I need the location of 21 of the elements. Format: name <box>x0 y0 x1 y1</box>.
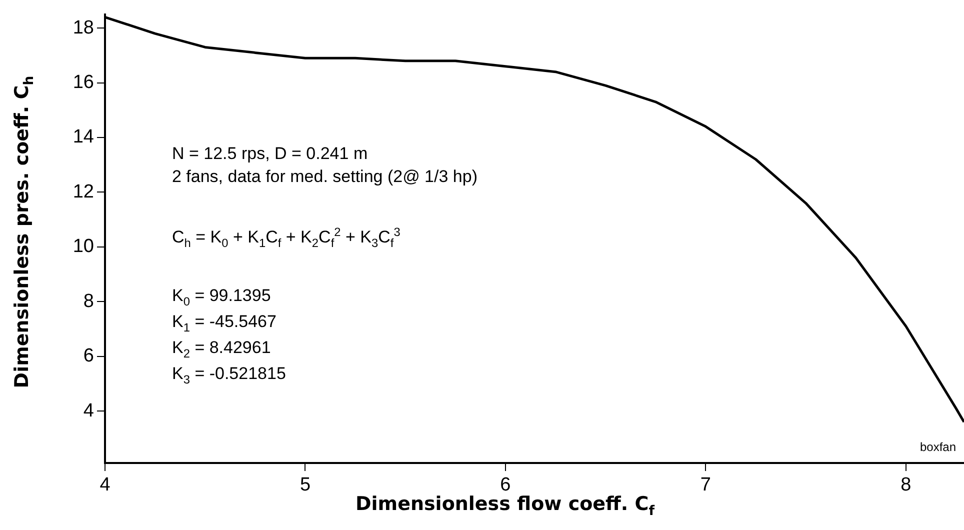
y-tick-label: 16 <box>72 72 94 94</box>
annotation: K$_{3}$ = -0.521815 <box>172 364 286 386</box>
y-tick-label: 10 <box>72 236 94 258</box>
annotation: K$_{2}$ = 8.42961 <box>172 338 271 360</box>
y-tick-label: 18 <box>72 17 94 38</box>
x-tick-label: 8 <box>900 474 912 496</box>
x-tick-label: 4 <box>100 474 111 496</box>
x-tick-label: 7 <box>700 474 711 496</box>
annotation: boxfan <box>920 440 956 454</box>
y-tick-label: 6 <box>83 346 94 367</box>
x-tick-label: 5 <box>300 474 311 496</box>
y-tick-label: 4 <box>83 400 94 422</box>
x-tick-label: 6 <box>500 474 511 496</box>
annotation: N = 12.5 rps, D = 0.241 m <box>172 144 368 164</box>
annotation: K$_{1}$ = -45.5467 <box>172 312 276 334</box>
x-axis-title: Dimensionless flow coeff. C$_{f}$ <box>356 493 654 519</box>
annotation: 2 fans, data for med. setting (2@ 1/3 hp) <box>172 167 478 187</box>
y-tick-label: 8 <box>83 290 94 312</box>
y-tick-label: 14 <box>72 126 94 148</box>
annotation: K$_{0}$ = 99.1395 <box>172 286 271 308</box>
y-tick-label: 12 <box>72 181 94 202</box>
